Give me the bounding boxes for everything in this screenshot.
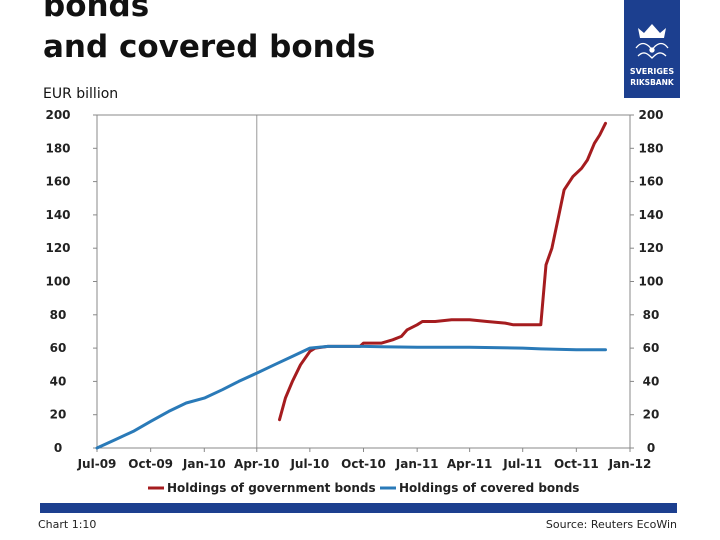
x-tick-label: Apr-11: [447, 457, 492, 471]
y-tick-label-right: 200: [638, 108, 663, 122]
series-line-covered-bonds: [95, 344, 607, 450]
legend: Holdings of government bonds Holdings of …: [148, 481, 579, 495]
axes: 0 0 20 20 40 40 60 60 80 80 100 100 120 120 140 140 160 1…: [45, 108, 663, 471]
y-tick-label-right: 0: [647, 441, 655, 455]
y-tick-label-left: 80: [50, 308, 67, 322]
plot-frame: [96, 114, 631, 449]
y-tick-label-left: 0: [54, 441, 62, 455]
riksbank-logo: SVERIGES RIKSBANK: [624, 0, 680, 98]
y-tick-label-left: 60: [50, 341, 67, 355]
page-title: bonds and covered bonds: [43, 0, 375, 68]
y-tick-label-right: 100: [638, 275, 663, 289]
x-tick-label: Oct-10: [341, 457, 386, 471]
x-tick-label: Jan-10: [182, 457, 226, 471]
x-tick-label: Jul-10: [289, 457, 329, 471]
legend-label: Holdings of government bonds: [167, 481, 376, 495]
y-tick-label-left: 120: [45, 241, 70, 255]
y-tick-label-right: 40: [643, 374, 660, 388]
x-tick-label: Jan-11: [395, 457, 439, 471]
y-tick-label-right: 120: [638, 241, 663, 255]
y-tick-label-left: 100: [45, 275, 70, 289]
logo-text-1: SVERIGES: [630, 67, 675, 76]
source-note: Source: Reuters EcoWin: [545, 518, 677, 531]
y-tick-label-right: 180: [638, 141, 663, 155]
chart-number: Chart 1:10: [38, 518, 97, 531]
title-line-2: and covered bonds: [43, 29, 376, 65]
series-line-government-bonds: [278, 121, 607, 422]
x-tick-label: Jan-12: [608, 457, 652, 471]
y-tick-label-left: 140: [45, 208, 70, 222]
x-tick-label: Oct-09: [128, 457, 173, 471]
y-tick-label-left: 200: [45, 108, 70, 122]
y-tick-label-left: 160: [45, 175, 70, 189]
x-tick-label: Oct-11: [554, 457, 599, 471]
x-tick-label: Jul-11: [502, 457, 542, 471]
logo-text-2: RIKSBANK: [630, 78, 675, 87]
unit-label: EUR billion: [43, 86, 119, 102]
y-tick-label-right: 140: [638, 208, 663, 222]
y-tick-label-left: 180: [45, 141, 70, 155]
y-tick-label-right: 160: [638, 175, 663, 189]
y-tick-label-left: 40: [50, 374, 67, 388]
series: [95, 121, 607, 450]
y-tick-label-right: 20: [643, 408, 660, 422]
x-tick-label: Apr-10: [234, 457, 279, 471]
footer-bar: [40, 503, 677, 513]
y-tick-label-right: 60: [643, 341, 660, 355]
legend-label: Holdings of covered bonds: [399, 481, 579, 495]
crown-crest-icon: [635, 24, 669, 59]
y-tick-label-right: 80: [643, 308, 660, 322]
y-tick-label-left: 20: [50, 408, 67, 422]
title-line-1: bonds: [43, 0, 150, 24]
x-tick-label: Jul-09: [77, 457, 117, 471]
